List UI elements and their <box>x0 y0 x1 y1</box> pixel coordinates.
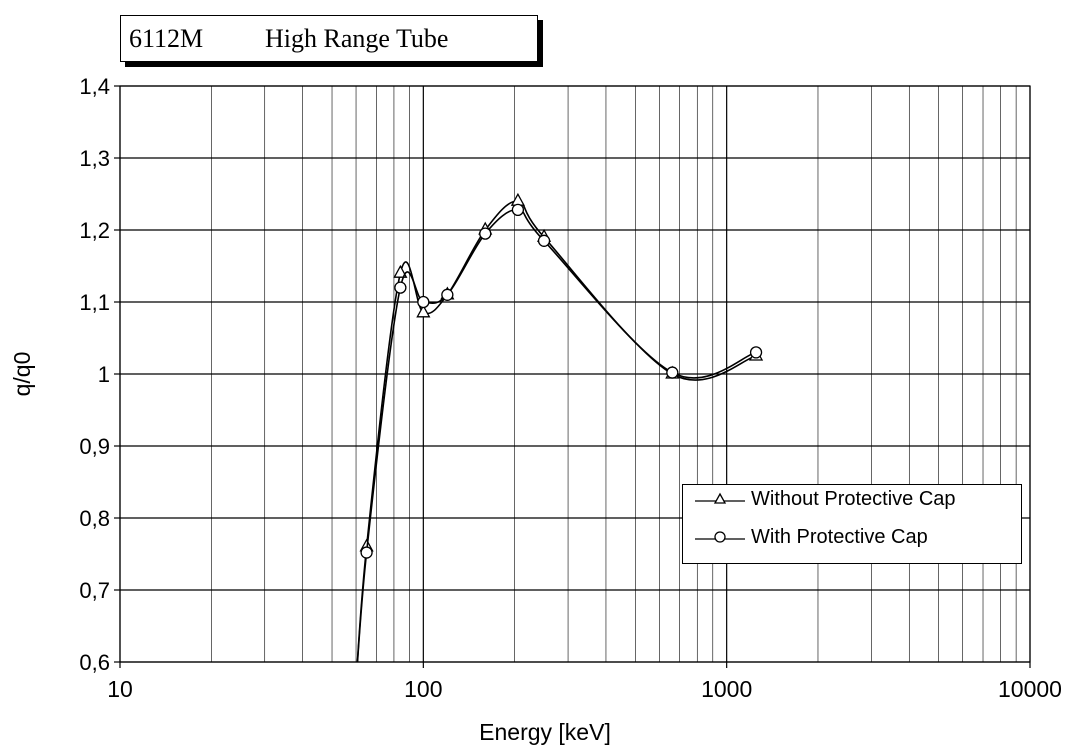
x-tick-label: 10 <box>107 676 133 702</box>
x-tick-label: 100 <box>404 676 442 702</box>
legend-marker-circle-icon <box>695 531 745 543</box>
y-tick-label: 0,8 <box>79 506 110 531</box>
data-point-circle <box>666 366 679 379</box>
y-tick-label: 0,6 <box>79 650 110 675</box>
data-point-circle <box>441 288 454 301</box>
series-line <box>356 200 757 662</box>
series-layer <box>356 192 764 662</box>
legend: Without Protective Cap With Protective C… <box>682 484 1022 564</box>
data-point-triangle <box>510 192 525 206</box>
legend-entry-without-cap: Without Protective Cap <box>693 486 956 512</box>
y-tick-label: 0,9 <box>79 434 110 459</box>
legend-label-with-cap: With Protective Cap <box>751 525 928 548</box>
data-point-triangle <box>393 264 408 278</box>
data-point-circle <box>417 295 430 309</box>
y-axis-label: q/q0 <box>9 352 35 397</box>
data-point-circle <box>537 234 551 247</box>
legend-label-without-cap: Without Protective Cap <box>751 487 956 510</box>
legend-marker-triangle-icon <box>695 492 745 504</box>
data-point-circle <box>749 346 763 359</box>
title-description: High Range Tube <box>265 23 449 53</box>
y-tick-labels: 0,6 0,7 0,8 0,9 1 1,1 1,2 1,3 1,4 <box>79 74 110 675</box>
y-tick-label: 1 <box>98 362 110 387</box>
plot-frame <box>119 85 1031 663</box>
x-tick-label: 1000 <box>701 676 752 702</box>
y-tick-label: 1,4 <box>79 74 110 99</box>
y-tick-label: 1,3 <box>79 146 110 171</box>
x-axis-label: Energy [keV] <box>479 719 611 745</box>
chart-title: 6112M High Range Tube <box>120 15 538 62</box>
x-tick-label: 10000 <box>998 676 1062 702</box>
data-point-circle <box>360 546 373 559</box>
title-model: 6112M <box>129 23 204 53</box>
data-point-circle <box>511 203 525 216</box>
legend-entry-with-cap: With Protective Cap <box>693 524 928 550</box>
x-tick-labels: 10 100 1000 10000 <box>107 676 1062 702</box>
data-point-triangle <box>416 304 431 318</box>
major-gridlines <box>114 85 1031 668</box>
y-tick-label: 0,7 <box>79 578 110 603</box>
series-with-cap <box>356 203 763 662</box>
data-point-circle <box>479 227 492 240</box>
data-point-circle <box>394 281 407 294</box>
series-without-cap <box>356 192 764 662</box>
y-tick-label: 1,1 <box>79 290 110 315</box>
y-tick-label: 1,2 <box>79 218 110 243</box>
